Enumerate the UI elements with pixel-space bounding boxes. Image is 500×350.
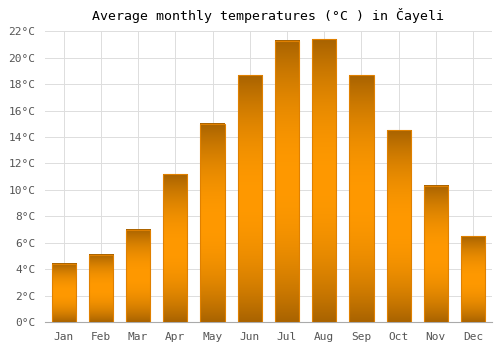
Bar [163, 174, 188, 322]
Bar [350, 75, 374, 322]
Bar [312, 39, 336, 322]
Bar [461, 236, 485, 322]
Bar [200, 124, 224, 322]
Title: Average monthly temperatures (°C ) in Čayeli: Average monthly temperatures (°C ) in Ča… [92, 8, 444, 23]
Bar [238, 75, 262, 322]
Bar [275, 41, 299, 322]
Bar [126, 230, 150, 322]
Bar [52, 264, 76, 322]
Bar [424, 186, 448, 322]
Bar [89, 254, 113, 322]
Bar [386, 131, 410, 322]
